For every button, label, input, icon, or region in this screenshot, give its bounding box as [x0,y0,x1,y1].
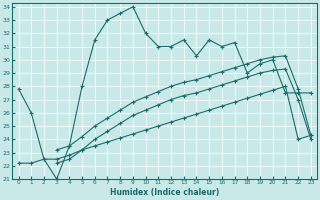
X-axis label: Humidex (Indice chaleur): Humidex (Indice chaleur) [110,188,219,197]
